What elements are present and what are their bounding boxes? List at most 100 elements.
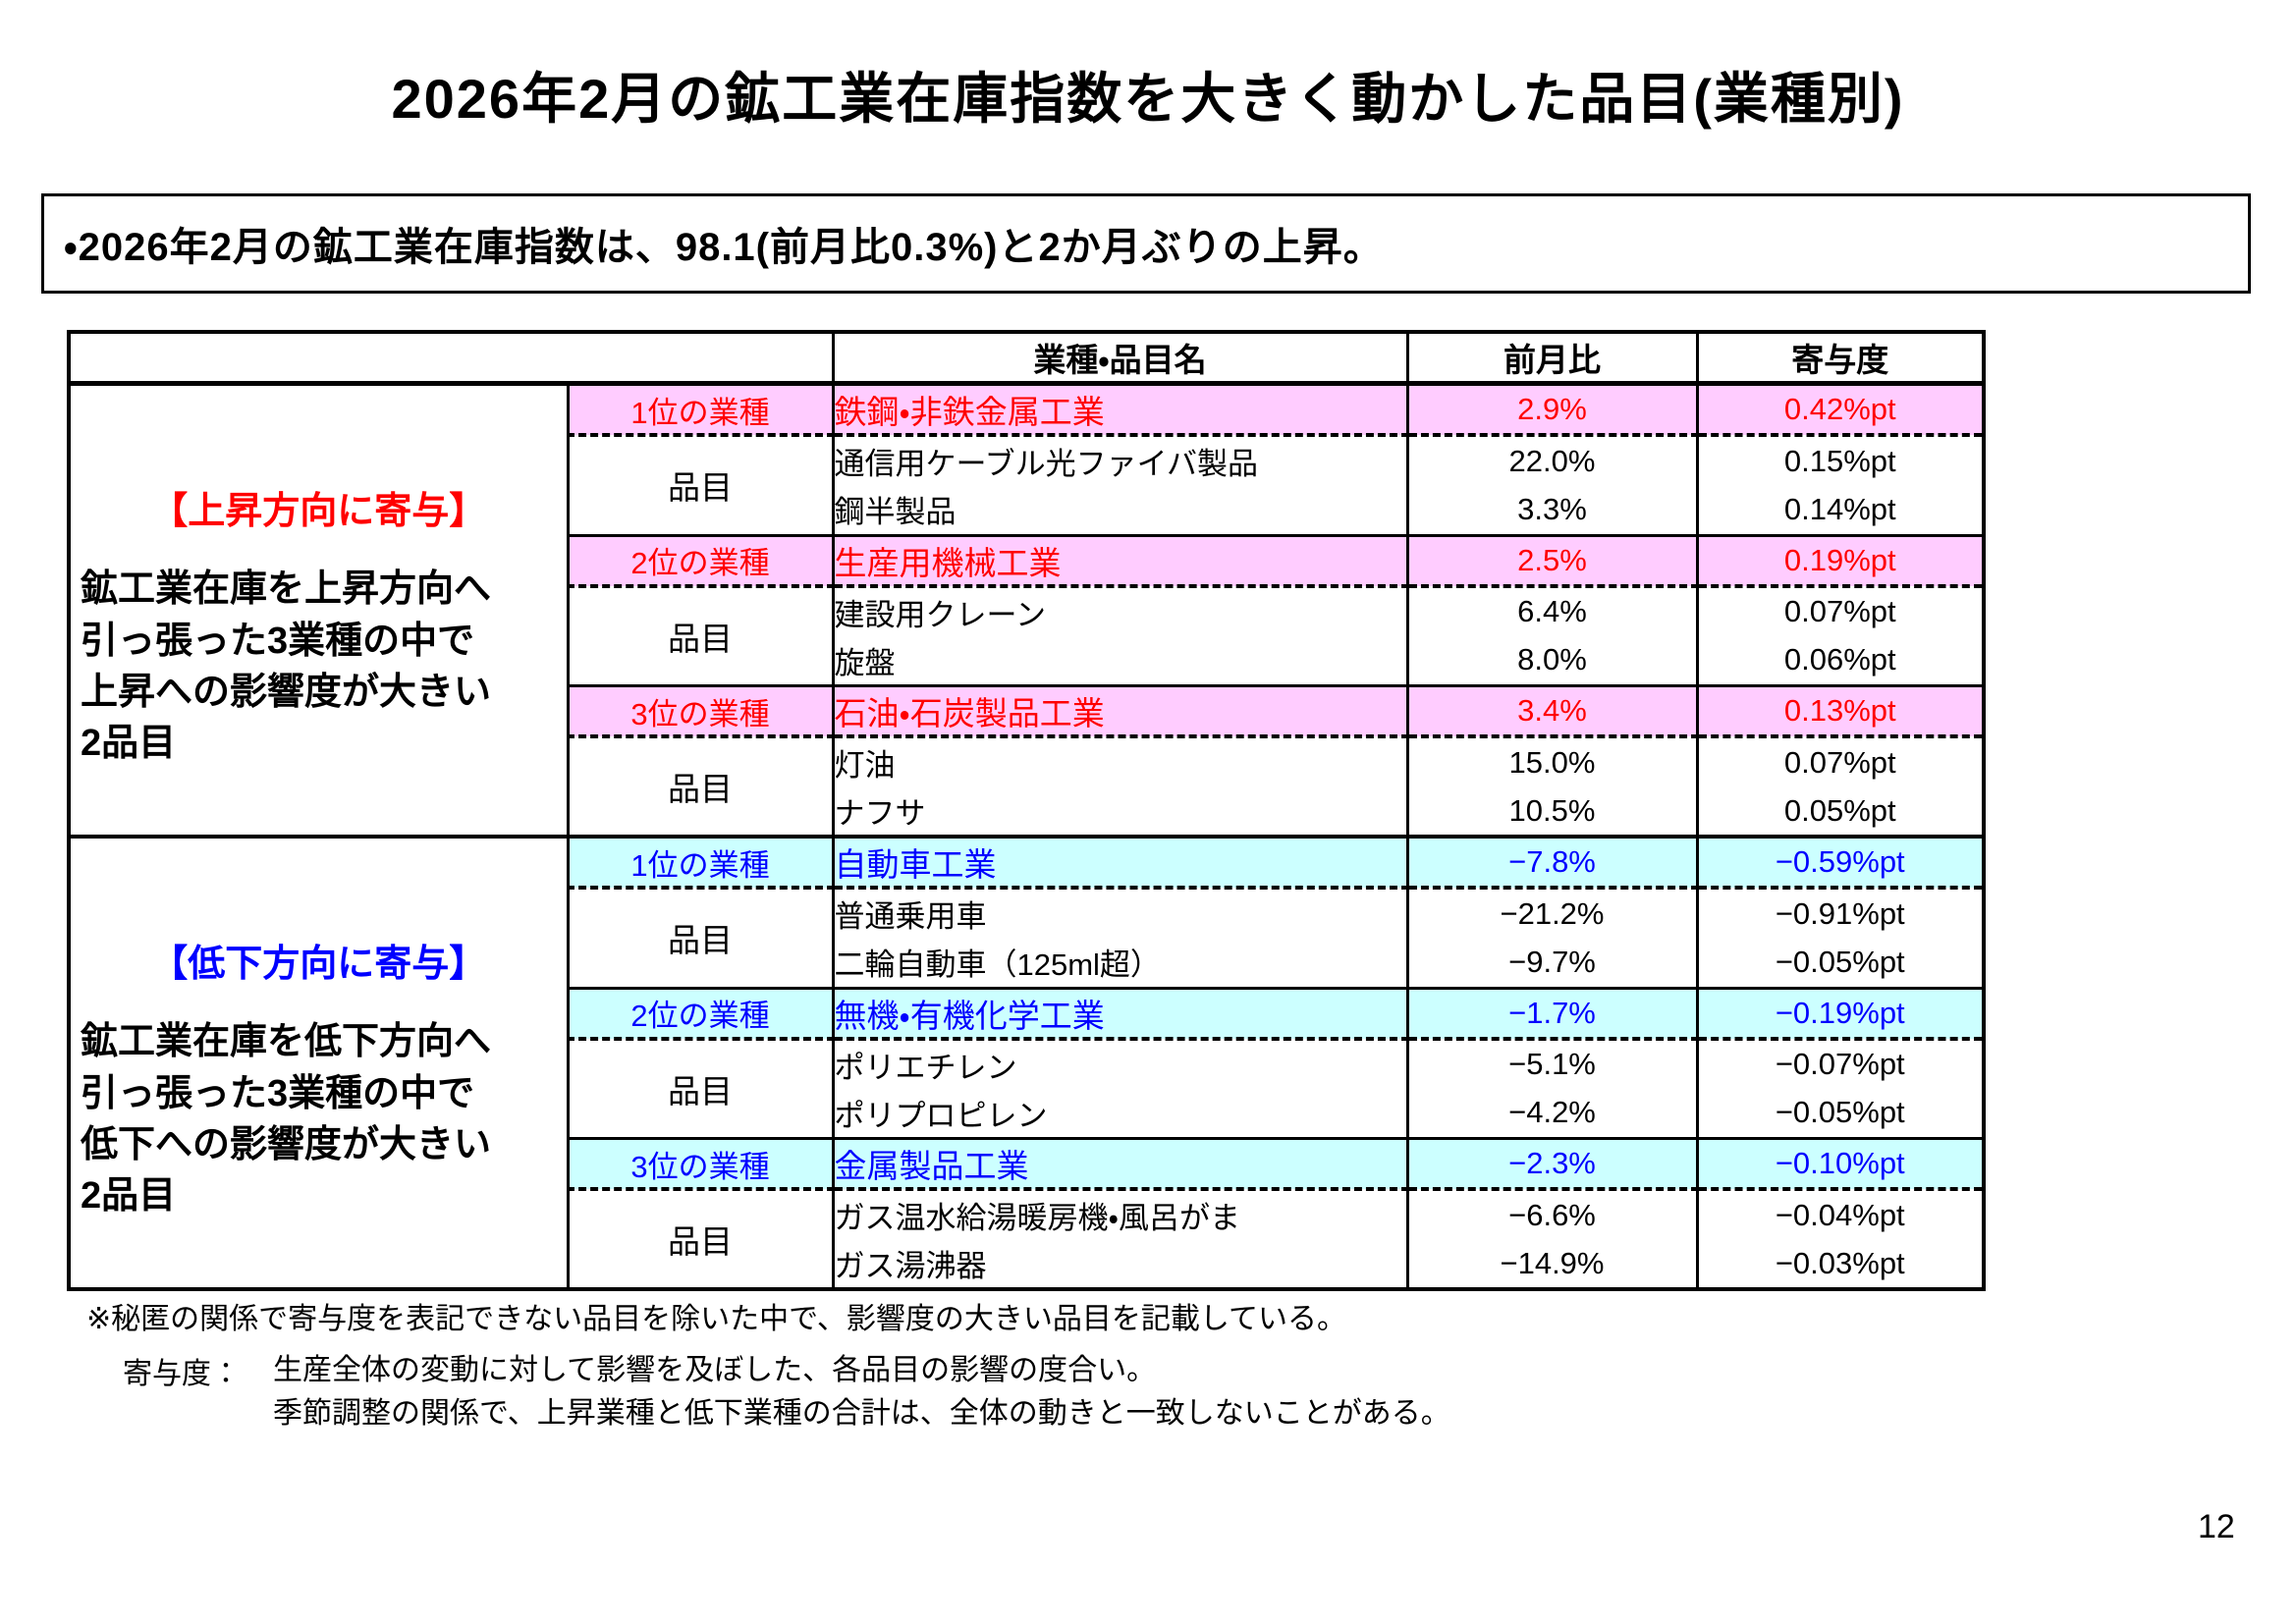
item-contribution: 0.05%pt xyxy=(1695,786,1986,839)
industry-mom: −2.3% xyxy=(1405,1138,1699,1191)
down-section-heading: 【低下方向に寄与】 xyxy=(150,944,487,986)
item-contribution: 0.07%pt xyxy=(1695,736,1986,786)
industry-name: 無機・有機化学工業 xyxy=(831,988,1409,1041)
footnote-definition-row: 寄与度： 生産全体の変動に対して影響を及ぼした、各品目の影響の度合い。 季節調整… xyxy=(123,1349,1450,1435)
item-mom: 15.0% xyxy=(1405,736,1699,786)
rank-label: 3位の業種 xyxy=(566,1138,835,1191)
item-mom: 8.0% xyxy=(1405,635,1699,687)
item-mom: −5.1% xyxy=(1405,1038,1699,1089)
item-contribution: −0.91%pt xyxy=(1695,888,1986,938)
up-section-description: 鉱工業在庫を上昇方向へ 引っ張った3業種の中で 上昇への影響度が大きい 2品目 xyxy=(81,568,492,765)
industry-name: 生産用機械工業 xyxy=(831,535,1409,588)
industry-name: 鉄鋼・非鉄金属工業 xyxy=(831,383,1409,437)
item-contribution: −0.03%pt xyxy=(1695,1239,1986,1289)
up-section-descriptor: 【上昇方向に寄与】 鉱工業在庫を上昇方向へ 引っ張った3業種の中で 上昇への影響… xyxy=(67,383,570,839)
item-contribution: 0.07%pt xyxy=(1695,585,1986,636)
table-row: 2位の業種 無機・有機化学工業 −1.7% −0.19%pt xyxy=(69,988,1986,1041)
item-mom: −21.2% xyxy=(1405,888,1699,938)
item-label: 品目 xyxy=(566,736,835,839)
footnote-disclaimer: ※秘匿の関係で寄与度を表記できない品目を除いた中で、影響度の大きい品目を記載して… xyxy=(86,1303,1347,1335)
industry-mom: −1.7% xyxy=(1405,988,1699,1041)
industry-contribution: 0.42%pt xyxy=(1695,383,1986,437)
table-row: 品目 ポリエチレン −5.1% −0.07%pt xyxy=(69,1038,1986,1140)
item-label: 品目 xyxy=(566,1189,835,1291)
footnote-term: 寄与度： xyxy=(123,1358,241,1390)
table-row: 品目 通信用ケーブル光ファイバ製品 22.0% 0.15%pt xyxy=(69,435,1986,537)
industry-mom: 2.5% xyxy=(1405,535,1699,588)
contribution-table: 業種・品目名 前月比 寄与度 【上昇方向に寄与】 鉱工業在庫を上昇方向へ 引っ張… xyxy=(67,330,1986,1291)
item-name: 普通乗用車 xyxy=(831,888,1409,938)
item-contribution: 0.15%pt xyxy=(1695,435,1986,485)
item-name: ガス湯沸器 xyxy=(831,1239,1409,1289)
item-mom: 22.0% xyxy=(1405,435,1699,485)
industry-mom: 2.9% xyxy=(1405,383,1699,437)
header-industry-item-name: 業種・品目名 xyxy=(831,332,1409,386)
table-row: ガス湯沸器 −14.9% −0.03%pt xyxy=(69,1239,1986,1289)
table-row: 3位の業種 金属製品工業 −2.3% −0.10%pt xyxy=(69,1138,1986,1191)
table-row: 【低下方向に寄与】 鉱工業在庫を低下方向へ 引っ張った3業種の中で 低下への影響… xyxy=(67,837,1986,1291)
industry-name: 金属製品工業 xyxy=(831,1138,1409,1191)
rank-label: 3位の業種 xyxy=(566,685,835,738)
item-name: ナフサ xyxy=(831,786,1409,839)
industry-contribution: 0.19%pt xyxy=(1695,535,1986,588)
table-row: 品目 ガス温水給湯暖房機・風呂がま −6.6% −0.04%pt xyxy=(69,1189,1986,1291)
rank-label: 2位の業種 xyxy=(566,535,835,588)
item-label: 品目 xyxy=(566,585,835,687)
footnotes: ※秘匿の関係で寄与度を表記できない品目を除いた中で、影響度の大きい品目を記載して… xyxy=(86,1294,1450,1435)
header-blank-cell xyxy=(67,332,835,386)
item-mom: −14.9% xyxy=(1405,1239,1699,1289)
industry-contribution: −0.10%pt xyxy=(1695,1138,1986,1191)
item-label: 品目 xyxy=(566,435,835,537)
item-mom: 3.3% xyxy=(1405,485,1699,537)
table-row: 品目 建設用クレーン 6.4% 0.07%pt xyxy=(69,585,1986,687)
page-number: 12 xyxy=(2198,1508,2235,1545)
item-name: 二輪自動車（125ml超） xyxy=(831,938,1409,990)
table-row: 旋盤 8.0% 0.06%pt xyxy=(69,635,1986,687)
item-name: ポリエチレン xyxy=(831,1038,1409,1089)
page-title: 2026年2月の鉱工業在庫指数を大きく動かした品目(業種別) xyxy=(391,68,1905,130)
item-contribution: −0.07%pt xyxy=(1695,1038,1986,1089)
item-mom: 6.4% xyxy=(1405,585,1699,636)
table-row: 2位の業種 生産用機械工業 2.5% 0.19%pt xyxy=(69,535,1986,588)
summary-text: ・2026年2月の鉱工業在庫指数は、98.1(前月比0.3%)と2か月ぶりの上昇… xyxy=(64,226,1384,269)
table-row: 二輪自動車（125ml超） −9.7% −0.05%pt xyxy=(69,938,1986,990)
industry-contribution: −0.59%pt xyxy=(1695,837,1986,890)
header-contribution: 寄与度 xyxy=(1695,332,1986,386)
item-mom: −9.7% xyxy=(1405,938,1699,990)
down-section-descriptor: 【低下方向に寄与】 鉱工業在庫を低下方向へ 引っ張った3業種の中で 低下への影響… xyxy=(67,837,570,1291)
header-mom: 前月比 xyxy=(1405,332,1699,386)
item-name: 鋼半製品 xyxy=(831,485,1409,537)
item-name: ガス温水給湯暖房機・風呂がま xyxy=(831,1189,1409,1239)
item-contribution: 0.06%pt xyxy=(1695,635,1986,687)
table-row: ポリプロピレン −4.2% −0.05%pt xyxy=(69,1088,1986,1140)
item-name: 建設用クレーン xyxy=(831,585,1409,636)
table-row: ナフサ 10.5% 0.05%pt xyxy=(69,786,1986,839)
table-row: 品目 普通乗用車 −21.2% −0.91%pt xyxy=(69,888,1986,990)
industry-mom: −7.8% xyxy=(1405,837,1699,890)
table-row: 鋼半製品 3.3% 0.14%pt xyxy=(69,485,1986,537)
industry-mom: 3.4% xyxy=(1405,685,1699,738)
summary-box: ・2026年2月の鉱工業在庫指数は、98.1(前月比0.3%)と2か月ぶりの上昇… xyxy=(41,193,2251,294)
table-header-row: 業種・品目名 前月比 寄与度 xyxy=(67,332,1986,386)
table-row: 品目 灯油 15.0% 0.07%pt xyxy=(69,736,1986,839)
item-contribution: −0.05%pt xyxy=(1695,1088,1986,1140)
footnote-definition: 生産全体の変動に対して影響を及ぼした、各品目の影響の度合い。 季節調整の関係で、… xyxy=(273,1354,1450,1430)
industry-contribution: −0.19%pt xyxy=(1695,988,1986,1041)
industry-name: 自動車工業 xyxy=(831,837,1409,890)
item-label: 品目 xyxy=(566,888,835,990)
rank-label: 1位の業種 xyxy=(566,383,835,437)
item-mom: 10.5% xyxy=(1405,786,1699,839)
industry-contribution: 0.13%pt xyxy=(1695,685,1986,738)
rank-label: 2位の業種 xyxy=(566,988,835,1041)
item-name: 灯油 xyxy=(831,736,1409,786)
industry-name: 石油・石炭製品工業 xyxy=(831,685,1409,738)
rank-label: 1位の業種 xyxy=(566,837,835,890)
item-name: 通信用ケーブル光ファイバ製品 xyxy=(831,435,1409,485)
item-contribution: −0.05%pt xyxy=(1695,938,1986,990)
item-name: ポリプロピレン xyxy=(831,1088,1409,1140)
item-name: 旋盤 xyxy=(831,635,1409,687)
item-mom: −4.2% xyxy=(1405,1088,1699,1140)
down-section-description: 鉱工業在庫を低下方向へ 引っ張った3業種の中で 低下への影響度が大きい 2品目 xyxy=(81,1021,492,1218)
up-section-heading: 【上昇方向に寄与】 xyxy=(150,491,487,533)
